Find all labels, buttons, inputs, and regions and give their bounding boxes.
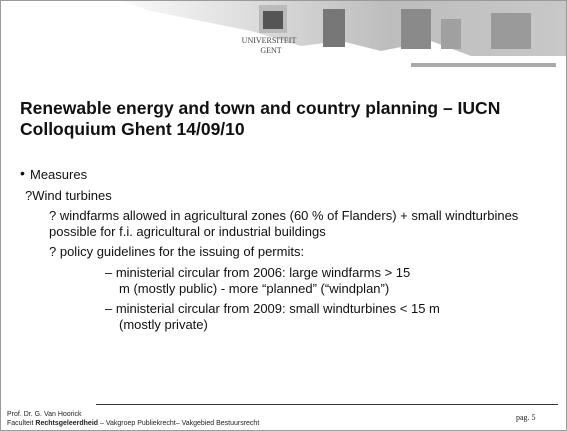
bullet-text: ?Wind turbines (25, 188, 112, 203)
bullet-marker: • (20, 165, 25, 181)
footer-author: Prof. Dr. G. Van Hoorick (7, 411, 82, 418)
header-banner: UNIVERSITEIT GENT (1, 1, 566, 83)
footer-rule (96, 404, 558, 405)
page-number: pag. 5 (516, 413, 536, 422)
footer-text: – Vakgroep Publiekrecht– Vakgebied Bestu… (98, 420, 260, 427)
footer-affiliation: Faculteit Rechtsgeleerdheid – Vakgroep P… (7, 420, 259, 427)
bullet-text: ? policy guidelines for the issuing of p… (49, 244, 305, 259)
bullet-text: Measures (30, 167, 88, 182)
logo-text: GENT (260, 46, 281, 55)
footer-text: Rechtsgeleerdheid (35, 420, 99, 427)
bullet-text: – ministerial circular from 2006: large … (105, 265, 411, 296)
slide-title: Renewable energy and town and country pl… (20, 98, 501, 139)
footer-text: Faculteit (7, 420, 36, 427)
bullet-text: – ministerial circular from 2009: small … (105, 301, 440, 332)
logo-text: UNIVERSITEIT (242, 36, 297, 45)
bullet-text: ? windfarms allowed in agricultural zone… (49, 208, 519, 239)
